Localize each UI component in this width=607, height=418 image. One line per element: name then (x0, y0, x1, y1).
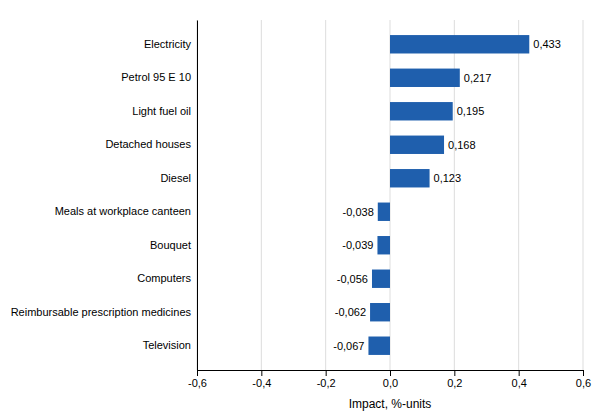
x-tick: -0,2 (317, 370, 336, 389)
grid-line (518, 20, 519, 370)
y-tick: Meals at workplace canteen (55, 205, 197, 217)
y-tick-label: Detached houses (105, 138, 191, 150)
x-tick: -0,6 (188, 370, 207, 389)
bars (368, 35, 529, 355)
y-tick-label: Light fuel oil (132, 105, 191, 117)
x-tick-mark (583, 370, 584, 376)
grid (197, 20, 583, 370)
y-tick-label: Petrol 95 E 10 (121, 71, 191, 83)
x-tick: 0,6 (576, 370, 591, 389)
bar (378, 203, 390, 221)
x-tick-label: -0,4 (252, 377, 271, 389)
x-tick-mark (326, 370, 327, 376)
y-tick-label: Meals at workplace canteen (55, 205, 191, 217)
x-axis-title: Impact, %-units (349, 397, 432, 411)
data-labels: -0,067 -0,062 -0,056 -0,039 -0,038 0,123 0,168… (333, 38, 561, 351)
grid-line (583, 20, 584, 370)
x-axis-line (198, 371, 584, 377)
bar (390, 102, 453, 120)
x-tick: 0,2 (447, 370, 462, 389)
bar (390, 136, 444, 154)
x-tick-label: -0,2 (317, 377, 336, 389)
x-tick-mark (390, 370, 391, 376)
y-axis: Television Reimbursable prescription medi… (11, 21, 198, 371)
grid-line (325, 20, 326, 370)
data-label: 0,195 (457, 105, 485, 117)
x-tick-label: 0,4 (512, 377, 527, 389)
bar (390, 169, 430, 187)
y-tick: Detached houses (105, 138, 197, 150)
x-tick-label: -0,6 (188, 377, 207, 389)
data-label: 0,123 (434, 172, 462, 184)
bar (372, 270, 390, 288)
x-tick-label: 0,6 (576, 377, 591, 389)
x-tick: -0,4 (252, 370, 271, 389)
bar (370, 303, 390, 321)
y-tick: Television (143, 339, 197, 351)
data-label: -0,067 (333, 340, 364, 352)
data-label: -0,062 (335, 306, 366, 318)
y-tick: Electricity (144, 38, 197, 50)
y-tick-label: Reimbursable prescription medicines (11, 306, 192, 318)
x-tick-mark (261, 370, 262, 376)
data-label: -0,056 (337, 273, 368, 285)
bar (390, 69, 460, 87)
grid-line (261, 20, 262, 370)
x-axis: -0,6 -0,4 -0,2 0,0 0,2 0,4 0,6 (188, 370, 591, 389)
bar (390, 35, 529, 53)
y-tick: Light fuel oil (132, 105, 197, 117)
data-label: 0,168 (448, 139, 476, 151)
data-label: 0,433 (533, 38, 561, 50)
x-tick-mark (519, 370, 520, 376)
bar (377, 236, 390, 254)
x-tick: 0,0 (383, 370, 398, 389)
y-tick-label: Bouquet (150, 239, 191, 251)
y-tick: Petrol 95 E 10 (121, 71, 197, 83)
y-tick: Bouquet (150, 239, 197, 251)
y-tick: Reimbursable prescription medicines (11, 306, 197, 318)
y-tick-label: Computers (137, 272, 191, 284)
data-label: -0,038 (343, 206, 374, 218)
y-axis-line (197, 21, 198, 371)
x-tick-label: 0,2 (447, 377, 462, 389)
data-label: -0,039 (342, 239, 373, 251)
y-tick: Diesel (160, 172, 197, 184)
y-tick-label: Electricity (144, 38, 192, 50)
y-tick: Computers (137, 272, 197, 284)
x-tick-mark (454, 370, 455, 376)
x-tick: 0,4 (512, 370, 527, 389)
plot: -0,6 -0,4 -0,2 0,0 0,2 0,4 0,6 Television Reimbu… (11, 20, 592, 411)
y-tick-label: Television (143, 339, 191, 351)
x-tick-mark (197, 370, 198, 376)
y-tick-label: Diesel (160, 172, 191, 184)
x-tick-label: 0,0 (383, 377, 398, 389)
bar (368, 337, 390, 355)
data-label: 0,217 (464, 72, 492, 84)
chart: -0,6 -0,4 -0,2 0,0 0,2 0,4 0,6 Television Reimbu… (0, 0, 607, 418)
grid-line (197, 20, 198, 370)
